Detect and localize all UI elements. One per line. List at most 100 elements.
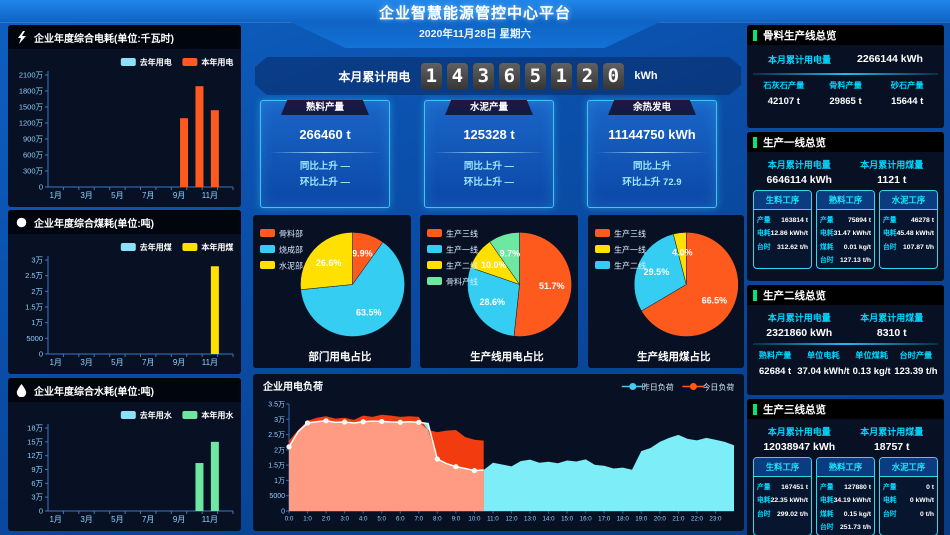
panel-aggregate-line-overview: 骨料生产线总览 本月累计用电量 2266144 kWh 石灰石产量 42107 t 骨料… [747,25,944,128]
svg-text:5:0: 5:0 [377,516,386,523]
panel-dept-power-pie: 9.9% 63.5% 26.6% 骨料部 烧成部 水泥部 部门用电占比 [253,215,411,368]
svg-text:生产二线: 生产二线 [614,261,646,271]
svg-text:7月: 7月 [142,358,154,367]
process-value: 75894 t [847,216,871,224]
svg-text:去年用电: 去年用电 [140,57,172,67]
svg-text:烧成部: 烧成部 [279,245,303,255]
svg-text:骨料部: 骨料部 [279,229,303,239]
summary-value: 8310 t [876,327,907,339]
svg-text:66.5%: 66.5% [702,295,728,305]
svg-text:9月: 9月 [173,191,185,200]
summary-value: 12038947 kWh [763,441,836,453]
svg-text:1500万: 1500万 [19,103,44,112]
svg-text:2万: 2万 [31,287,43,296]
load-area-chart: 企业用电负荷 今日负荷 昨日负荷 0 5000 1万 1.5万 2万 2.5万 3万 3.5万 0:0… [262,380,734,523]
svg-text:3月: 3月 [80,358,92,367]
panel-header: 生产一线总览 [747,132,944,152]
process-box: 熟料工序 产量 127880 t 电耗 34.19 kWh/t 煤耗 0.15 kg/t 台时… [816,457,875,535]
svg-text:1月: 1月 [49,191,61,200]
process-label: 产量 [757,216,771,224]
summary-value: 2321860 kWh [766,327,833,339]
stat-card-title: 熟料产量 [281,100,369,115]
svg-text:生产一线: 生产一线 [614,245,646,255]
panel-line3-overview: 生产三线总览 本月累计用电量 12038947 kWh 本月累计用煤量 18757 t… [747,399,944,535]
process-label: 台时 [883,243,897,251]
panel-line-power-pie: 51.7% 28.6% 10.0% 9.7% 生产三线 生产一线 生产二线 骨料产线 生产线用电… [420,215,578,368]
stat-card-yoy: 同比上升 — [299,161,351,172]
svg-text:18万: 18万 [27,424,43,433]
process-row: 电耗 22.35 kWh/t [754,491,811,504]
stat-label: 单位煤耗 [855,351,889,360]
summary-label: 本月累计用煤量 [860,313,924,323]
process-label: 煤耗 [820,243,834,251]
counter-label: 本月累计用电 [338,69,411,84]
summary-value: 6646114 kWh [766,174,832,186]
svg-text:本年用煤: 本年用煤 [200,242,233,252]
divider [596,152,708,153]
svg-text:300万: 300万 [23,167,44,176]
process-value: 127.13 t/h [840,257,871,264]
panel-line1-overview: 生产一线总览 本月累计用电量 6646114 kWh 本月累计用煤量 1121 t 生料… [747,132,944,281]
svg-text:6:0: 6:0 [396,516,405,523]
process-label: 台时 [883,510,897,518]
summary-item: 本月累计用电量 6646114 kWh [753,155,846,188]
svg-text:15:0: 15:0 [561,516,574,523]
process-box-title: 水泥工序 [880,458,937,477]
svg-text:3.5万: 3.5万 [268,401,285,409]
svg-text:8:0: 8:0 [433,516,442,523]
svg-text:28.6%: 28.6% [480,297,506,307]
stat-cell: 单位煤耗 0.13 kg/t [850,349,894,377]
summary-value: 18757 t [873,441,910,453]
process-label: 电耗 [883,230,897,237]
stat-cell: 台时产量 123.39 t/h [894,349,938,377]
process-label: 电耗 [883,497,897,504]
svg-text:部门用电占比: 部门用电占比 [308,350,371,363]
svg-text:企业用电负荷: 企业用电负荷 [262,380,323,393]
process-label: 电耗 [757,497,771,504]
panel-load-curve: 企业用电负荷 今日负荷 昨日负荷 0 5000 1万 1.5万 2万 2.5万 3万 3.5万 0:0… [253,374,744,531]
process-box-title: 熟料工序 [817,458,874,477]
svg-text:骨料产线: 骨料产线 [446,277,478,287]
svg-text:9月: 9月 [173,358,185,367]
svg-text:11月: 11月 [202,358,218,367]
panel-header: 生产三线总览 [747,399,944,419]
stat-cell: 单位电耗 37.04 kWh/t [797,349,849,377]
process-row: 产量 163814 t [754,210,811,224]
process-label: 台时 [820,524,834,531]
svg-text:63.5%: 63.5% [356,307,382,317]
stat-label: 砂石产量 [890,81,924,90]
svg-text:26.6%: 26.6% [316,258,342,268]
svg-text:本年用水: 本年用水 [200,410,234,420]
counter-digit: 1 [550,62,572,90]
svg-text:水泥部: 水泥部 [279,261,303,271]
stat-value: 123.39 t/h [894,366,938,377]
svg-text:3月: 3月 [80,191,92,200]
process-label: 台时 [757,243,771,251]
process-box-title: 熟料工序 [817,191,874,210]
stat-card-mom: 环比上升 — [463,177,515,188]
panel-title: 企业年度综合煤耗(单位:吨) [34,218,154,230]
process-label: 产量 [757,483,771,491]
svg-text:17:0: 17:0 [598,516,611,523]
summary-label: 本月累计用电量 [767,160,831,170]
process-row: 电耗 12.86 kWh/t [754,224,811,237]
svg-text:生产二线: 生产二线 [446,261,478,271]
process-value: 31.47 kWh/t [833,230,871,237]
summary-label: 本月累计用煤量 [860,160,924,170]
svg-text:3:0: 3:0 [340,516,349,523]
stat-card-mom: 环比上升 72.9 [622,177,682,188]
svg-text:1.5万: 1.5万 [25,303,43,312]
process-value: 107.87 t/h [903,243,934,251]
process-box-title: 生料工序 [754,191,811,210]
svg-text:600万: 600万 [23,151,44,160]
svg-text:1:0: 1:0 [303,516,312,523]
stat-label: 单位电耗 [806,351,840,360]
svg-text:5月: 5月 [111,191,123,200]
process-row: 电耗 45.48 kWh/t [880,224,937,237]
svg-text:6万: 6万 [31,479,43,488]
process-value: 0 t/h [920,510,934,518]
svg-text:29.5%: 29.5% [644,267,670,277]
svg-text:9万: 9万 [31,465,43,474]
